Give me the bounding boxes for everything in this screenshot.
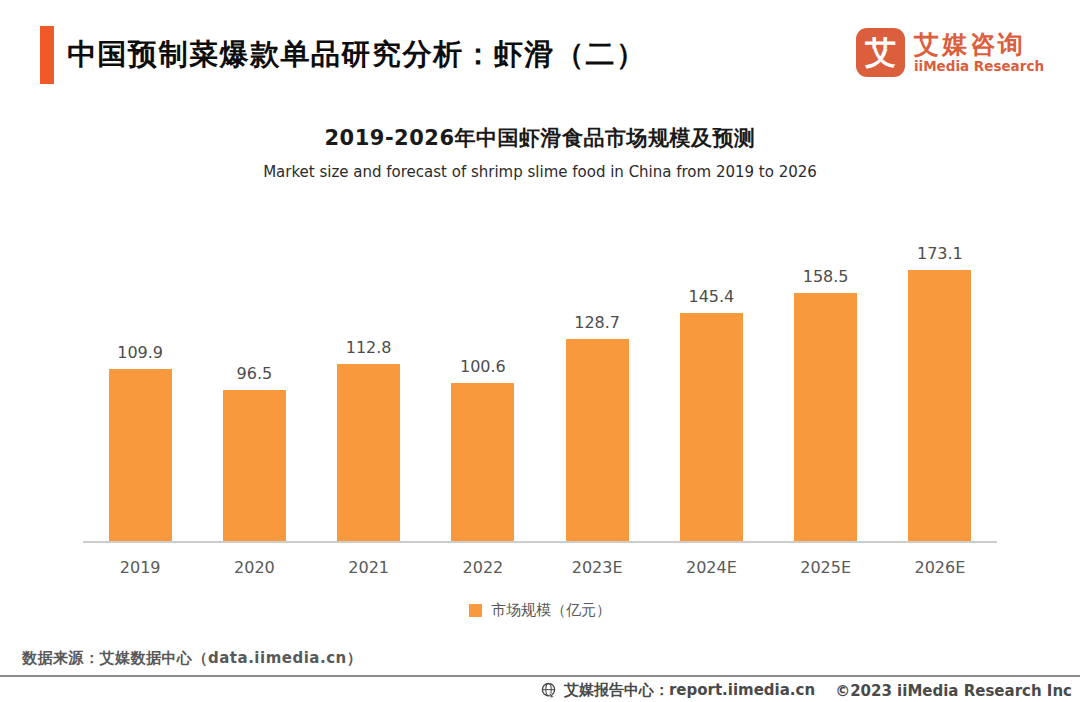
bar-value-label: 112.8	[346, 338, 392, 357]
x-axis-tick-label: 2022	[426, 543, 540, 577]
globe-icon	[540, 682, 557, 699]
bar	[908, 270, 971, 541]
plot-area: 109.9 96.5 112.8 100.6 128.7 145.4 158.5 173.1	[83, 243, 997, 543]
x-axis-tick-label: 2021	[312, 543, 426, 577]
bar-value-label: 128.7	[574, 313, 620, 332]
x-axis-tick-label: 2020	[197, 543, 311, 577]
title-accent-bar	[40, 26, 54, 84]
bar	[566, 339, 629, 541]
legend: 市场规模（亿元）	[0, 601, 1080, 620]
infographic-page: 中国预制菜爆款单品研究分析：虾滑（二） 艾 艾媒咨询 iiMedia Resea…	[0, 0, 1080, 702]
x-axis-tick-label: 2019	[83, 543, 197, 577]
bar-group: 128.7	[540, 313, 654, 541]
bar-value-label: 173.1	[917, 244, 963, 263]
legend-label: 市场规模（亿元）	[491, 601, 611, 620]
x-axis-labels: 20192020202120222023E2024E2025E2026E	[83, 543, 997, 577]
bar-group: 145.4	[654, 287, 768, 541]
bar	[451, 383, 514, 541]
bar-group: 109.9	[83, 343, 197, 541]
bar	[680, 313, 743, 541]
x-axis-tick-label: 2023E	[540, 543, 654, 577]
data-source-note: 数据来源：艾媒数据中心（data.iimedia.cn）	[22, 649, 362, 668]
header: 中国预制菜爆款单品研究分析：虾滑（二） 艾 艾媒咨询 iiMedia Resea…	[0, 0, 1080, 84]
bar	[337, 364, 400, 541]
footer-report-center: 艾媒报告中心：report.iimedia.cn	[564, 681, 815, 700]
footer: 艾媒报告中心：report.iimedia.cn ©2023 iiMedia R…	[540, 681, 1072, 700]
x-axis-tick-label: 2026E	[883, 543, 997, 577]
logo-name-cn: 艾媒咨询	[914, 31, 1044, 59]
bar-value-label: 100.6	[460, 357, 506, 376]
x-axis-tick-label: 2025E	[769, 543, 883, 577]
bar	[794, 293, 857, 541]
bar-value-label: 96.5	[237, 364, 273, 383]
bar-group: 173.1	[883, 244, 997, 541]
bar-group: 112.8	[312, 338, 426, 541]
bar-group: 96.5	[197, 364, 311, 541]
bar-value-label: 158.5	[803, 267, 849, 286]
chart-subtitle: Market size and forecast of shrimp slime…	[0, 163, 1080, 181]
bar-value-label: 145.4	[688, 287, 734, 306]
page-title: 中国预制菜爆款单品研究分析：虾滑（二）	[67, 35, 647, 75]
chart-title: 2019-2026年中国虾滑食品市场规模及预测	[0, 124, 1080, 152]
bar	[109, 369, 172, 541]
logo-mark-icon: 艾	[856, 28, 905, 77]
brand-logo: 艾 艾媒咨询 iiMedia Research	[856, 26, 1044, 77]
logo-name-en: iiMedia Research	[914, 59, 1044, 74]
legend-swatch	[469, 604, 482, 617]
bar-group: 158.5	[769, 267, 883, 541]
bar-group: 100.6	[426, 357, 540, 541]
footer-copyright: ©2023 iiMedia Research Inc	[835, 682, 1072, 700]
bar-value-label: 109.9	[117, 343, 163, 362]
x-axis-tick-label: 2024E	[654, 543, 768, 577]
logo-text: 艾媒咨询 iiMedia Research	[914, 31, 1044, 73]
footer-divider	[0, 675, 1080, 677]
bar	[223, 390, 286, 541]
